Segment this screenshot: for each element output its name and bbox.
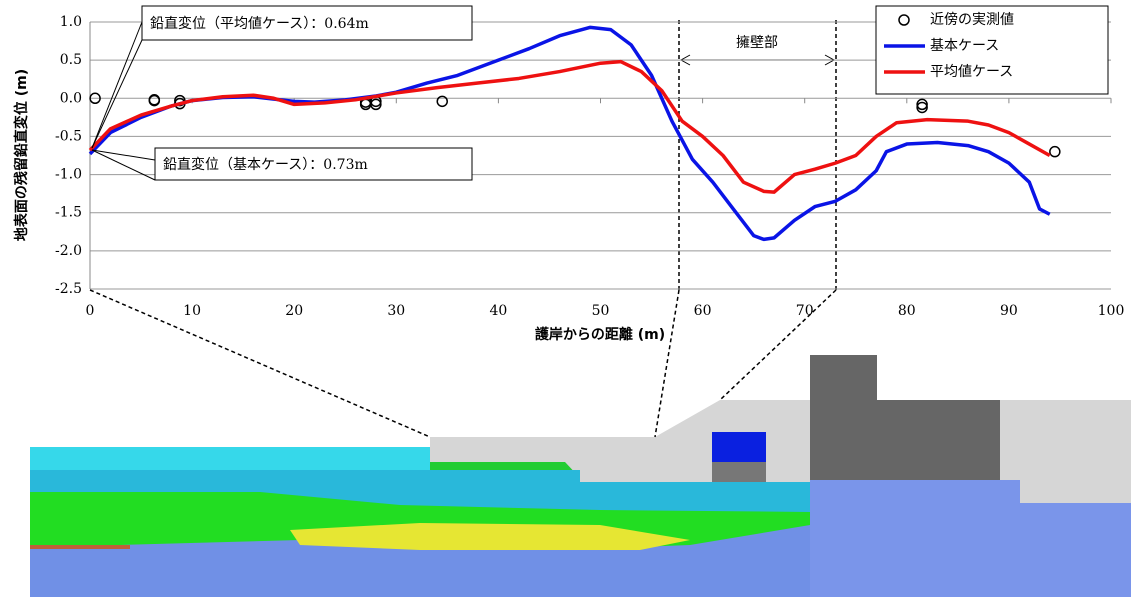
- x-tick-label: 40: [489, 303, 507, 319]
- callout-text: 鉛直変位（平均値ケース）：0.64m: [150, 15, 369, 32]
- data-point: [89, 92, 101, 105]
- data-point: [1049, 145, 1061, 158]
- x-tick-label: 10: [183, 303, 201, 319]
- y-tick-label: 0.5: [60, 52, 82, 68]
- legend-box: [875, 5, 1109, 95]
- y-tick-label: -0.5: [55, 128, 82, 144]
- y-tick-label: -2.0: [55, 243, 82, 259]
- y-tick-label: -1.0: [55, 167, 82, 183]
- y-tick-label: 1.0: [60, 14, 82, 30]
- x-tick-label: 50: [592, 303, 610, 319]
- y-axis-label: 地表面の残留鉛直変位 (m): [13, 69, 30, 241]
- data-point: [370, 98, 382, 111]
- x-tick-label: 100: [1098, 303, 1125, 319]
- y-tick-label: -2.5: [55, 281, 82, 297]
- data-line: [88, 59, 1051, 194]
- x-tick-label: 20: [285, 303, 303, 319]
- x-tick-label: 0: [86, 303, 95, 319]
- x-tick-label: 90: [1000, 303, 1018, 319]
- data-point: [916, 101, 928, 114]
- y-tick-label: 0.0: [60, 90, 82, 106]
- zoom-lines: [89, 20, 837, 438]
- legend-label: 平均値ケース: [930, 64, 1013, 80]
- x-tick-label: 60: [694, 303, 712, 319]
- legend-label: 基本ケース: [930, 37, 999, 54]
- x-tick-label: 70: [796, 303, 814, 319]
- data-point: [436, 95, 448, 108]
- data-point: [359, 98, 372, 111]
- legend-label: 近傍の実測値: [930, 11, 1014, 28]
- data-point: [148, 94, 161, 107]
- legend-marker: [898, 14, 910, 26]
- y-tick-label: -1.5: [55, 205, 82, 221]
- x-tick-label: 80: [898, 303, 916, 319]
- x-tick-label: 30: [387, 303, 405, 319]
- data-point: [916, 98, 928, 111]
- callouts: [91, 5, 473, 181]
- mesh-figure: [30, 355, 1131, 597]
- wall-label: 擁壁部: [736, 35, 778, 51]
- x-axis-label: 護岸からの距離 (m): [535, 326, 665, 343]
- callout-text: 鉛直変位（基本ケース）：0.73m: [163, 156, 368, 173]
